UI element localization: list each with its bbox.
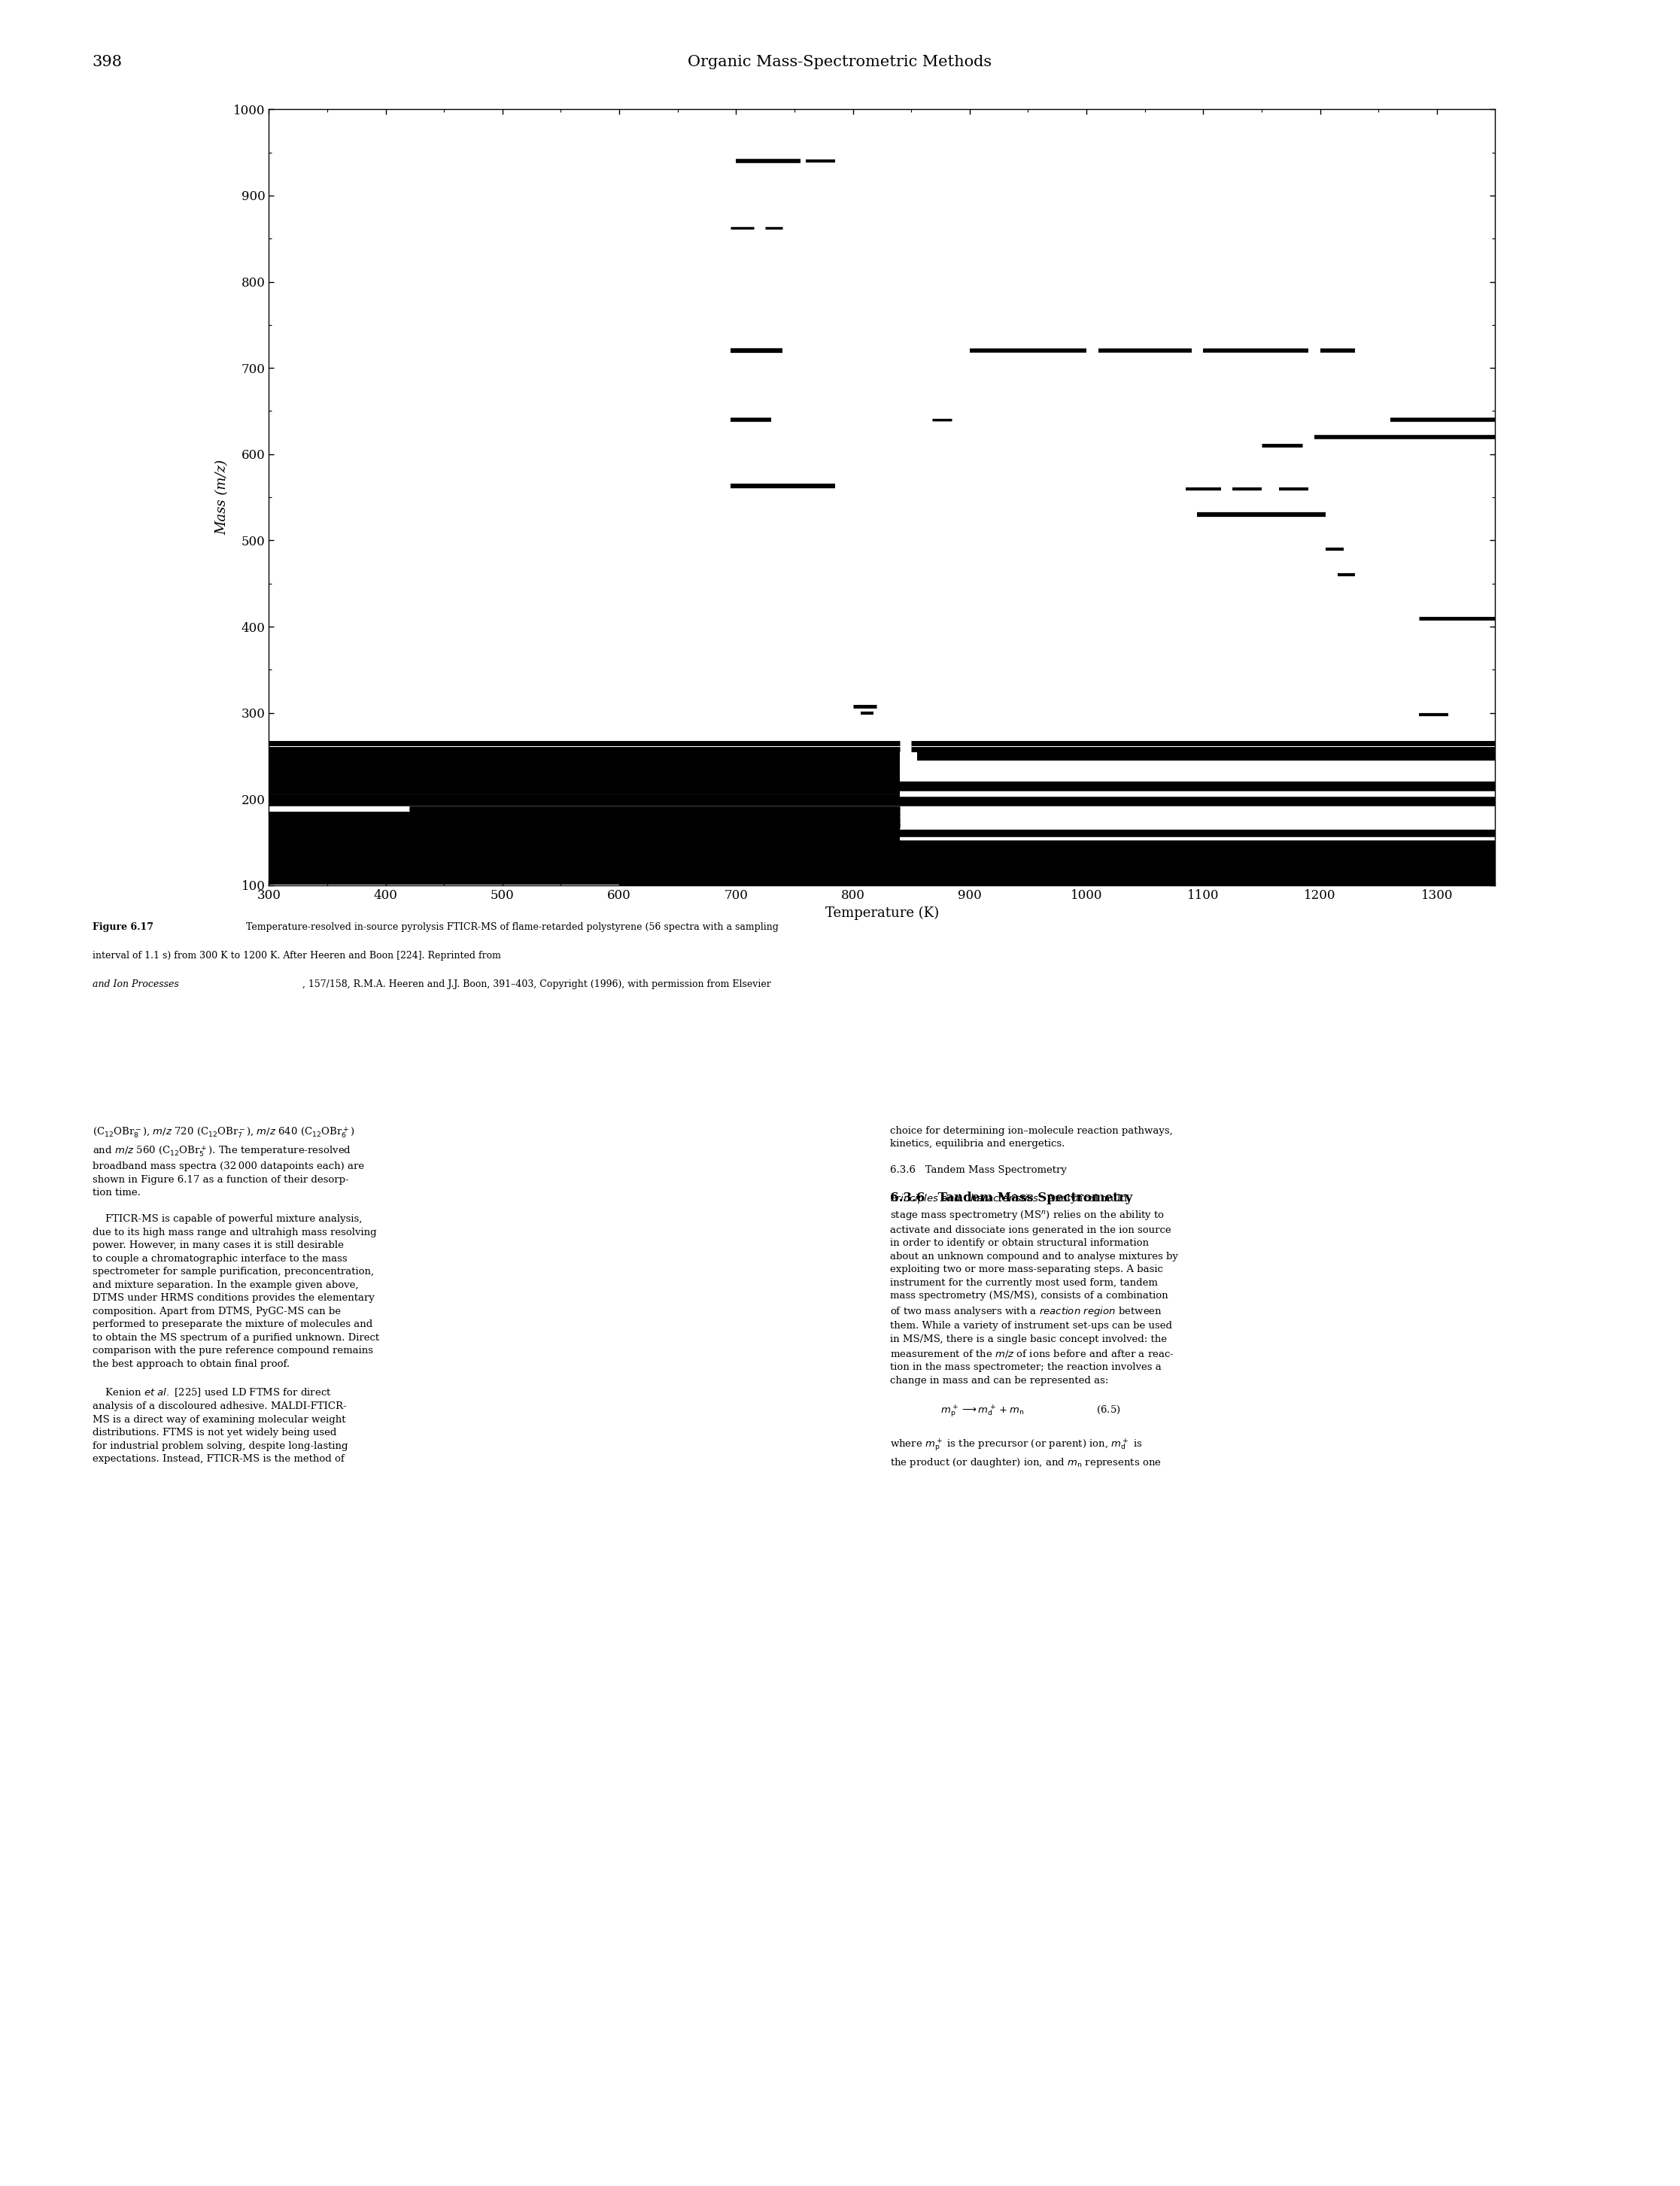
Text: (C$_{12}$OBr$_8^-$), $m/z$ 720 (C$_{12}$OBr$_7^-$), $m/z$ 640 (C$_{12}$OBr$_6^+$: (C$_{12}$OBr$_8^-$), $m/z$ 720 (C$_{12}$… — [92, 1126, 380, 1465]
Text: choice for determining ion–molecule reaction pathways,
kinetics, equilibria and : choice for determining ion–molecule reac… — [890, 1126, 1178, 1469]
Text: Figure 6.17: Figure 6.17 — [92, 922, 153, 931]
Y-axis label: Mass (m/z): Mass (m/z) — [215, 459, 228, 536]
Text: Organic Mass-Spectrometric Methods: Organic Mass-Spectrometric Methods — [689, 55, 991, 70]
Text: Temperature-resolved in-source pyrolysis FTICR-MS of flame-retarded polystyrene : Temperature-resolved in-source pyrolysis… — [240, 922, 780, 931]
Text: , 157/158, R.M.A. Heeren and J.J. Boon, 391–403, Copyright (1996), with permissi: , 157/158, R.M.A. Heeren and J.J. Boon, … — [302, 979, 771, 988]
Text: interval of 1.1 s) from 300 K to 1200 K. After Heeren and Boon [224]. Reprinted : interval of 1.1 s) from 300 K to 1200 K.… — [92, 951, 504, 960]
X-axis label: Temperature (K): Temperature (K) — [825, 905, 939, 920]
Text: and Ion Processes: and Ion Processes — [92, 979, 178, 988]
Text: 398: 398 — [92, 55, 123, 70]
Text: 6.3.6   Tandem Mass Spectrometry: 6.3.6 Tandem Mass Spectrometry — [890, 1191, 1132, 1204]
